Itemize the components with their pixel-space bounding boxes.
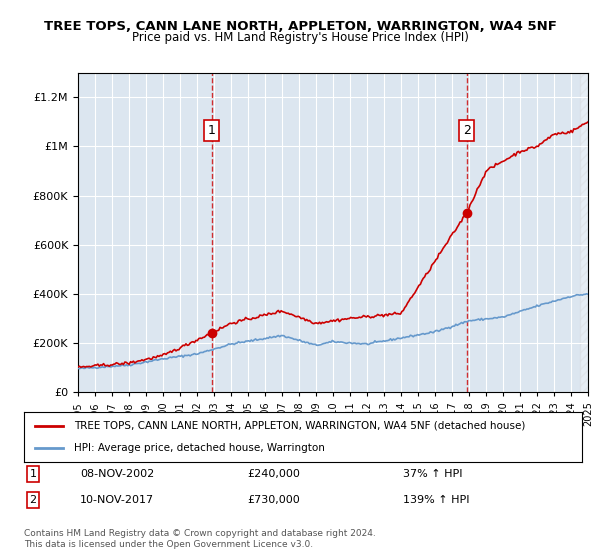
Text: TREE TOPS, CANN LANE NORTH, APPLETON, WARRINGTON, WA4 5NF (detached house): TREE TOPS, CANN LANE NORTH, APPLETON, WA… bbox=[74, 421, 526, 431]
Text: 37% ↑ HPI: 37% ↑ HPI bbox=[403, 469, 463, 479]
Text: 10-NOV-2017: 10-NOV-2017 bbox=[80, 495, 154, 505]
Text: £240,000: £240,000 bbox=[247, 469, 300, 479]
Text: Contains HM Land Registry data © Crown copyright and database right 2024.
This d: Contains HM Land Registry data © Crown c… bbox=[24, 529, 376, 549]
Text: 1: 1 bbox=[208, 124, 215, 137]
Text: Price paid vs. HM Land Registry's House Price Index (HPI): Price paid vs. HM Land Registry's House … bbox=[131, 31, 469, 44]
Text: 139% ↑ HPI: 139% ↑ HPI bbox=[403, 495, 470, 505]
Bar bbox=[580, 73, 588, 392]
Text: HPI: Average price, detached house, Warrington: HPI: Average price, detached house, Warr… bbox=[74, 443, 325, 453]
Text: 08-NOV-2002: 08-NOV-2002 bbox=[80, 469, 154, 479]
Text: TREE TOPS, CANN LANE NORTH, APPLETON, WARRINGTON, WA4 5NF: TREE TOPS, CANN LANE NORTH, APPLETON, WA… bbox=[44, 20, 556, 32]
Text: 1: 1 bbox=[29, 469, 37, 479]
Text: 2: 2 bbox=[463, 124, 470, 137]
Text: 2: 2 bbox=[29, 495, 37, 505]
Text: £730,000: £730,000 bbox=[247, 495, 300, 505]
